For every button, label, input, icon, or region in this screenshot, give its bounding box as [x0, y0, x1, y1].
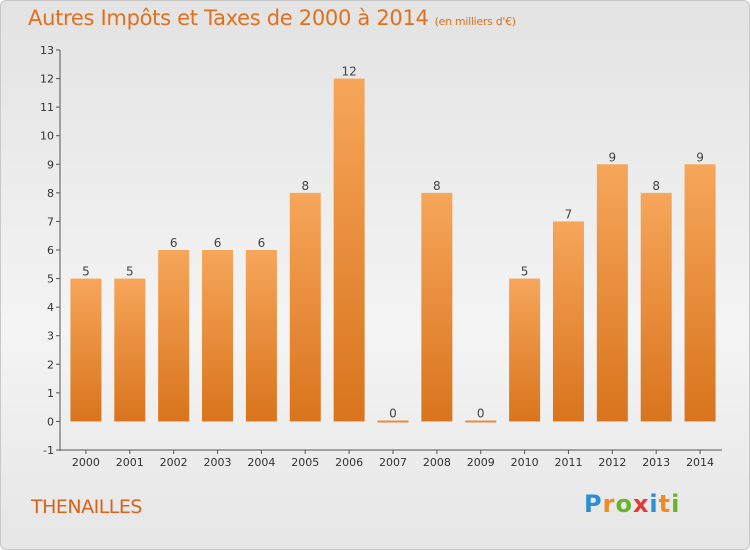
y-tick-label: 11 — [40, 101, 54, 114]
x-tick-label: 2003 — [204, 456, 232, 469]
x-tick-label: 2014 — [686, 456, 714, 469]
y-tick-label: 4 — [47, 301, 54, 314]
bar-value-label: 8 — [433, 179, 441, 193]
y-tick-label: 0 — [47, 415, 54, 428]
bar — [421, 192, 453, 422]
y-tick-label: 8 — [47, 187, 54, 200]
bar-value-label: 0 — [477, 406, 485, 420]
bar-value-label: 0 — [389, 406, 397, 420]
bar — [333, 78, 365, 422]
logo-letter: i — [649, 490, 659, 518]
bar — [377, 420, 409, 423]
bar-value-label: 6 — [258, 236, 266, 250]
bar — [509, 278, 541, 422]
bar — [684, 164, 716, 422]
bar-value-label: 5 — [521, 265, 529, 279]
y-tick-label: 9 — [47, 158, 54, 171]
x-tick-label: 2013 — [642, 456, 670, 469]
x-tick-label: 2011 — [554, 456, 582, 469]
bar — [640, 192, 672, 422]
bar-value-label: 6 — [214, 236, 222, 250]
x-tick-label: 2005 — [291, 456, 319, 469]
proxiti-logo: Proxiti — [584, 490, 680, 518]
bar — [596, 164, 628, 422]
bar — [114, 278, 146, 422]
y-tick-label: 12 — [40, 73, 54, 86]
bar-value-label: 9 — [609, 150, 617, 164]
bar — [158, 250, 190, 422]
y-tick-label: 1 — [47, 387, 54, 400]
x-tick-label: 2008 — [423, 456, 451, 469]
bar — [552, 221, 584, 422]
y-tick-label: 10 — [40, 130, 54, 143]
y-tick-label: 2 — [47, 358, 54, 371]
bar-value-label: 5 — [126, 265, 134, 279]
bar-value-label: 8 — [301, 179, 309, 193]
y-tick-label: 5 — [47, 273, 54, 286]
x-tick-label: 2006 — [335, 456, 363, 469]
y-tick-label: -1 — [43, 444, 54, 457]
x-tick-label: 2002 — [160, 456, 188, 469]
bar — [70, 278, 102, 422]
place-name: THENAILLES — [31, 496, 142, 518]
y-tick-label: 13 — [40, 44, 54, 57]
logo-letter: P — [584, 490, 603, 518]
y-tick-label: 3 — [47, 330, 54, 343]
bar — [289, 192, 321, 422]
x-tick-label: 2012 — [598, 456, 626, 469]
logo-letter: t — [658, 490, 672, 518]
y-tick-label: 7 — [47, 215, 54, 228]
bar — [465, 420, 497, 423]
bar-value-label: 12 — [341, 65, 356, 79]
bar-value-label: 8 — [652, 179, 660, 193]
logo-letter: o — [615, 490, 633, 518]
logo-letter: r — [602, 490, 616, 518]
y-tick-label: 6 — [47, 244, 54, 257]
logo-letter: x — [632, 490, 650, 518]
bar-value-label: 7 — [565, 207, 573, 221]
x-tick-label: 2010 — [511, 456, 539, 469]
x-tick-label: 2007 — [379, 456, 407, 469]
x-tick-label: 2004 — [247, 456, 275, 469]
logo-letter: i — [671, 490, 681, 518]
bar-value-label: 6 — [170, 236, 178, 250]
x-tick-label: 2001 — [116, 456, 144, 469]
x-tick-label: 2009 — [467, 456, 495, 469]
bar-value-label: 5 — [82, 265, 90, 279]
chart-title: Autres Impôts et Taxes de 2000 à 2014 (en… — [28, 6, 516, 30]
x-tick-label: 2000 — [72, 456, 100, 469]
bar-value-label: 9 — [696, 150, 704, 164]
bar — [202, 250, 234, 422]
bar — [245, 250, 277, 422]
chart-title-text: Autres Impôts et Taxes de 2000 à 2014 — [28, 6, 429, 30]
chart-subtitle: (en milliers d'€) — [434, 15, 516, 28]
